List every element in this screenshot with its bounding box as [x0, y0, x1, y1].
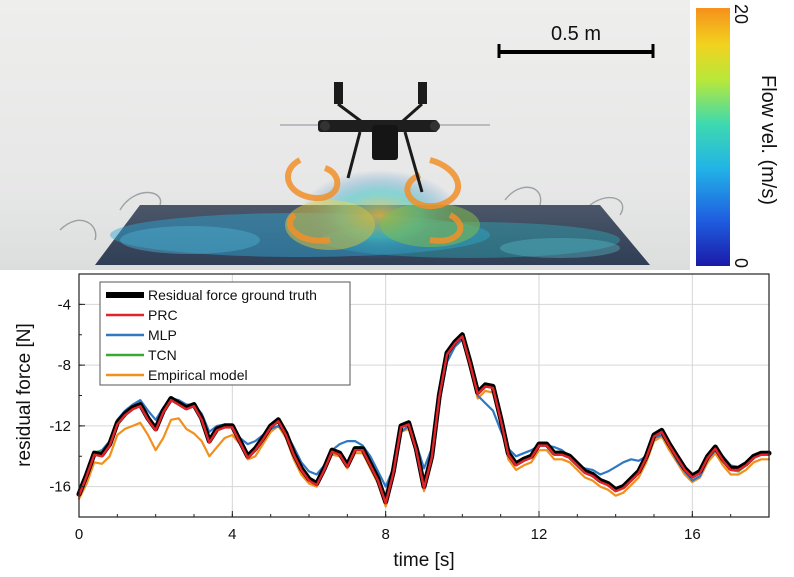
x-tick-label: 4	[228, 526, 236, 543]
y-tick-label: -8	[58, 357, 71, 374]
x-tick-label: 0	[75, 526, 83, 543]
y-tick-label: -12	[49, 418, 71, 435]
series-lines	[76, 332, 772, 508]
quadrotor-drone	[280, 82, 490, 193]
legend-box	[99, 281, 351, 386]
series-line-1	[77, 335, 771, 505]
colorbar-min-label: 0	[731, 258, 751, 268]
colorbar-gradient	[696, 8, 730, 266]
y-tick-label: -16	[49, 479, 71, 496]
smoke-wisps	[59, 186, 624, 241]
flow-field	[110, 170, 620, 260]
scale-bar-label: 0.5 m	[551, 23, 601, 45]
legend-entry: Empirical model	[148, 367, 248, 383]
legend-entry: PRC	[148, 307, 178, 323]
residual-force-chart: 0 4 8 12 16 -16 -12 -8 -4 time [s] residual forc…	[14, 273, 772, 571]
colorbar: 20 0 Flow vel. (m/s)	[696, 4, 779, 268]
legend: Residual force ground truth PRC MLP TCN Empi…	[99, 281, 351, 386]
axis-ticks: 0 4 8 12 16 -16 -12 -8 -4	[49, 273, 770, 543]
legend-entry: TCN	[148, 347, 177, 363]
colorbar-max-label: 20	[731, 4, 751, 24]
scale-bar: 0.5 m	[497, 23, 655, 58]
y-axis-label: residual force [N]	[14, 323, 35, 467]
x-axis-label: time [s]	[393, 550, 454, 571]
legend-entry: Residual force ground truth	[148, 287, 317, 303]
colorbar-title: Flow vel. (m/s)	[757, 75, 779, 205]
x-tick-label: 8	[381, 526, 389, 543]
x-tick-label: 12	[531, 526, 548, 543]
y-tick-label: -4	[58, 296, 71, 313]
drone-flow-photo: 0.5 m	[0, 0, 690, 270]
x-tick-label: 16	[684, 526, 701, 543]
legend-entry: MLP	[148, 327, 177, 343]
vortex-rings	[285, 157, 464, 244]
